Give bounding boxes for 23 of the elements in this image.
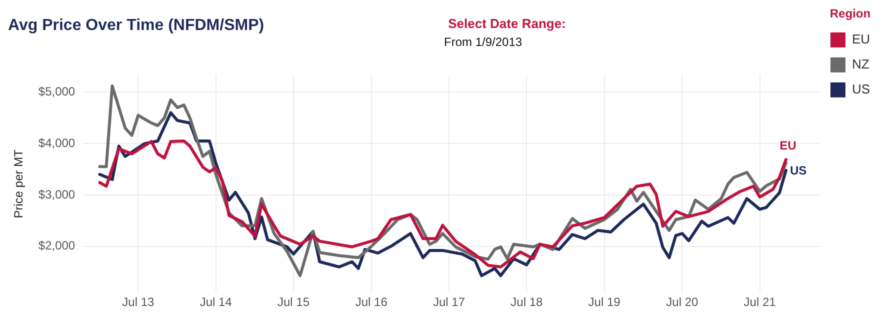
y-tick-label: $3,000	[38, 187, 76, 202]
x-tick-label: Jul 19	[588, 295, 621, 310]
y-tick-label: $5,000	[38, 84, 76, 98]
x-tick-label: Jul 18	[510, 295, 543, 310]
y-tick-label: $2,000	[38, 238, 76, 253]
x-tick-label: Jul 14	[200, 295, 232, 310]
legend-label: US	[852, 81, 870, 96]
legend-label: EU	[852, 31, 870, 46]
x-tick-label: Jul 15	[277, 295, 310, 310]
annotation: US	[790, 163, 807, 178]
annotation: EU	[780, 138, 796, 152]
y-tick-label: $4,000	[38, 136, 76, 150]
x-tick-label: Jul 13	[122, 295, 155, 310]
x-tick-label: Jul 17	[432, 295, 466, 310]
chart-title: Avg Price Over Time (NFDM/SMP)	[8, 17, 264, 34]
x-tick-label: Jul 20	[666, 295, 698, 310]
text: From 1/9/2013	[444, 35, 522, 49]
legend-title: Region	[830, 6, 871, 20]
y-axis-title: Price per MT	[12, 148, 26, 218]
x-tick-label: Jul 16	[355, 295, 388, 310]
x-tick-label: Jul 21	[744, 295, 776, 310]
text: Select Date Range:	[448, 16, 566, 31]
legend-label: NZ	[852, 56, 870, 72]
